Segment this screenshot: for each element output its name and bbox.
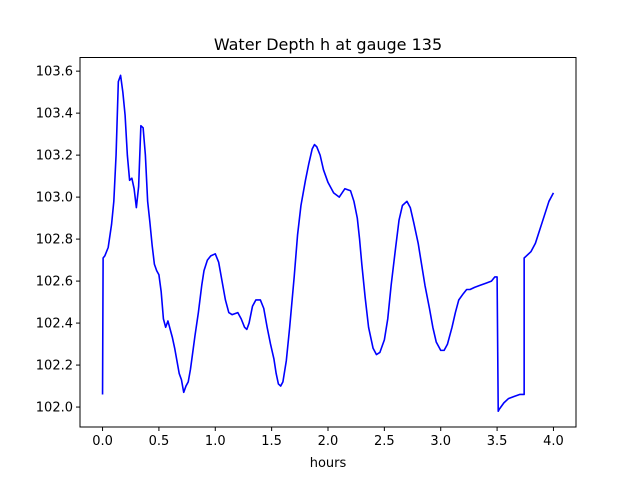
- y-tick-label: 103.6: [36, 65, 73, 80]
- y-tick-label: 102.8: [36, 233, 73, 248]
- x-tick-label: 3.0: [430, 434, 451, 449]
- x-tick-label: 4.0: [543, 434, 564, 449]
- y-tick-label: 103.0: [36, 191, 73, 206]
- plot-area: [80, 57, 576, 427]
- x-tick-label: 2.0: [318, 434, 339, 449]
- x-tick-label: 3.5: [487, 434, 508, 449]
- series-layer: [101, 74, 555, 413]
- series-line: [101, 74, 555, 413]
- x-tick-label: 1.0: [205, 434, 226, 449]
- x-axis-label: hours: [310, 456, 347, 471]
- y-axis-ticks: 102.0 102.2 102.4 102.6 102.8 103.0 103.2 103.4…: [36, 65, 80, 416]
- chart-title: Water Depth h at gauge 135: [214, 35, 442, 54]
- x-axis-ticks: 0.0 0.5 1.0 1.5 2.0 2.5 3.0 3.5 4.0: [92, 427, 564, 449]
- y-tick-label: 103.4: [36, 107, 73, 122]
- y-tick-label: 102.4: [36, 317, 73, 332]
- y-tick-label: 103.2: [36, 149, 73, 164]
- x-tick-label: 0.5: [149, 434, 170, 449]
- x-tick-label: 0.0: [92, 434, 113, 449]
- y-tick-label: 102.0: [36, 401, 73, 416]
- plot-frame: [79, 57, 577, 428]
- x-tick-label: 2.5: [374, 434, 395, 449]
- y-tick-label: 102.6: [36, 275, 73, 290]
- x-tick-label: 1.5: [261, 434, 282, 449]
- y-tick-label: 102.2: [36, 359, 73, 374]
